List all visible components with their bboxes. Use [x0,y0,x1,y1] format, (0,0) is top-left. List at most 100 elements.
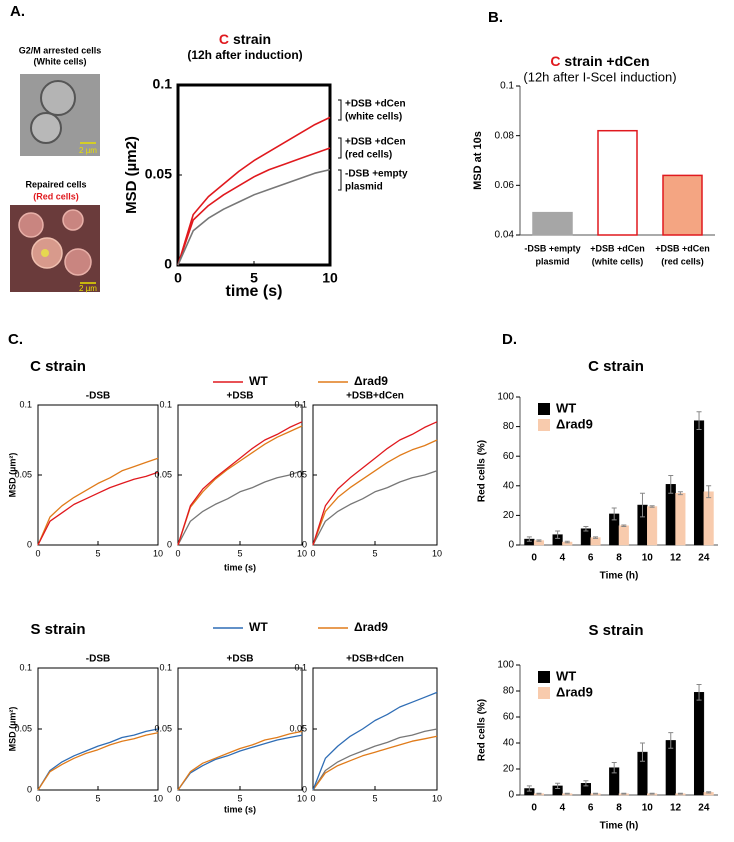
y-tick-label: 0.08 [495,130,515,141]
panel-letter: D. [502,331,517,348]
x-tick-label: 4 [560,803,566,814]
x-tick-label: 0 [174,270,182,286]
x-tick-label: 10 [432,793,442,803]
legend-swatch [538,419,550,431]
error-bar [611,762,617,774]
x-tick-label: 10 [642,803,654,814]
x-tick-label: 12 [670,553,682,564]
legend-label: WT [249,374,268,388]
y-tick-label: 0 [302,784,307,794]
y-tick-label: 20 [503,764,515,775]
y-axis-label: Red cells (%) [477,699,488,761]
title-text: strain +dCen [564,53,649,69]
series-line [177,470,303,546]
microscopy-image [10,205,100,292]
annotation: +DSB +dCen [345,99,406,110]
series-line [177,168,331,266]
series-line [177,730,303,791]
y-tick-label: 0 [167,539,172,549]
x-tick-label: 24 [698,553,710,564]
y-tick-label: 0 [27,784,32,794]
error-bar [583,526,589,532]
error-bar [526,536,532,542]
series-line [312,439,438,546]
scale-bar-label: 2 µm [79,284,97,293]
series-line [312,691,438,791]
x-axis-label: Time (h) [600,571,639,582]
y-tick-label: 0.05 [14,723,32,733]
x-tick-label: 0 [310,548,315,558]
legend-label: Δrad9 [556,416,593,431]
y-tick-label: 0.05 [289,723,307,733]
y-tick-label: 0.1 [159,662,172,672]
series-line [177,116,331,266]
chart-title: S strain [588,622,643,639]
row-title: S strain [30,621,85,638]
plot-frame [177,404,303,546]
series-line [37,732,159,791]
plot-frame [177,667,303,791]
x-tick-label: 6 [588,803,594,814]
x-tick-label: 0 [175,548,180,558]
y-tick-label: 100 [497,660,514,671]
x-tick-label: 5 [95,793,100,803]
x-tick-label: 5 [250,270,258,286]
image-label: Repaired cells [25,179,86,189]
error-bar [696,684,702,701]
error-bar [555,782,561,789]
series-line [312,728,438,791]
y-tick-label: 0 [302,539,307,549]
x-tick-label: 10 [322,270,338,286]
x-tick-label: 5 [372,793,377,803]
y-tick-label: 0.1 [19,399,32,409]
y-tick-label: 0.1 [159,399,172,409]
x-axis-label: time (s) [224,562,256,572]
x-tick-label: +DSB +dCen [590,243,645,253]
series-line [177,147,331,266]
y-tick-label: 80 [503,421,515,432]
bar [662,174,703,236]
bar [618,525,629,546]
bar [532,211,573,236]
x-tick-label: 10 [432,548,442,558]
x-tick-label: -DSB +empty [524,243,580,253]
x-tick-label: 0 [531,803,537,814]
panel-letter: C. [8,331,23,348]
x-tick-label: (white cells) [592,256,644,266]
bar [703,491,714,546]
bar [597,129,638,236]
x-axis-label: time (s) [226,283,283,300]
x-tick-label: +DSB +dCen [655,243,710,253]
error-bar [677,491,683,496]
legend-swatch [538,403,550,415]
subplot-title: +DSB+dCen [346,654,404,665]
annotation: (red cells) [345,150,392,161]
x-axis-label: time (s) [224,804,256,814]
y-tick-label: 0.1 [153,76,173,92]
x-tick-label: 5 [95,548,100,558]
series-line [177,734,303,791]
y-tick-label: 0.1 [294,399,307,409]
series-line [177,425,303,546]
error-bar [706,791,712,794]
x-tick-label: 24 [698,803,710,814]
subplot-title: -DSB [86,391,110,402]
plot-frame [176,83,332,267]
image-label: (White cells) [33,56,86,66]
error-bar [621,524,627,527]
y-tick-label: 0 [167,784,172,794]
plot-frame [37,667,159,791]
bar [647,506,658,546]
legend-label: Δrad9 [556,684,593,699]
series-line [312,735,438,791]
series-line [312,421,438,546]
y-tick-label: 60 [503,712,515,723]
annotation: (white cells) [345,112,402,123]
bar [693,692,705,796]
x-tick-label: 0 [531,553,537,564]
x-tick-label: 0 [35,548,40,558]
error-bar [611,507,617,521]
x-tick-label: 0 [310,793,315,803]
x-tick-label: 4 [560,553,566,564]
